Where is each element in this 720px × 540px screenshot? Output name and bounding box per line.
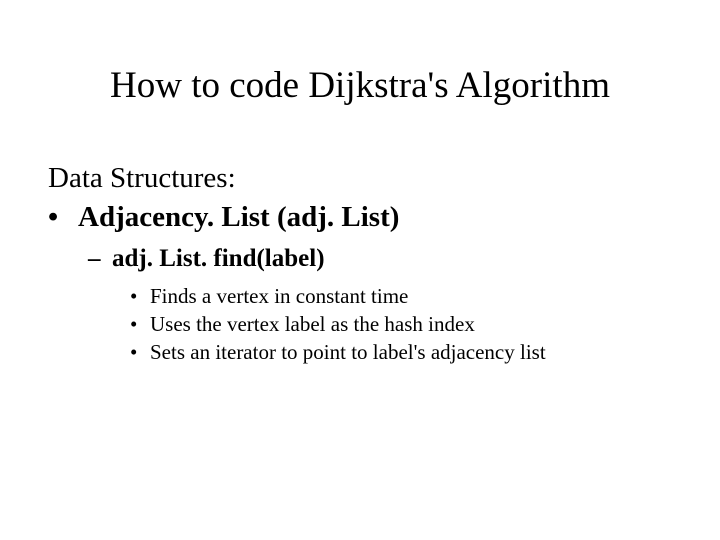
bullet-level-3-text: Finds a vertex in constant time — [150, 282, 408, 310]
slide: How to code Dijkstra's Algorithm Data St… — [0, 0, 720, 540]
bullet-level-1-text: Adjacency. List (adj. List) — [78, 199, 399, 236]
bullet-dot-icon: • — [130, 338, 150, 366]
bullet-level-3-text: Uses the vertex label as the hash index — [150, 310, 475, 338]
bullet-level-3: • Finds a vertex in constant time — [130, 282, 668, 310]
bullet-level-3: • Uses the vertex label as the hash inde… — [130, 310, 668, 338]
slide-title: How to code Dijkstra's Algorithm — [0, 64, 720, 107]
bullet-level-2: – adj. List. find(label) — [88, 242, 668, 276]
bullet-dot-icon: • — [130, 282, 150, 310]
bullet-level-3: • Sets an iterator to point to label's a… — [130, 338, 668, 366]
bullet-level-2-text: adj. List. find(label) — [112, 242, 325, 276]
bullet-dash-icon: – — [88, 242, 112, 276]
slide-body: Data Structures: • Adjacency. List (adj.… — [48, 160, 668, 366]
bullet-dot-icon: • — [48, 199, 78, 236]
bullet-dot-icon: • — [130, 310, 150, 338]
bullet-level-3-text: Sets an iterator to point to label's adj… — [150, 338, 546, 366]
body-heading: Data Structures: — [48, 160, 668, 197]
bullet-level-1: • Adjacency. List (adj. List) — [48, 199, 668, 236]
